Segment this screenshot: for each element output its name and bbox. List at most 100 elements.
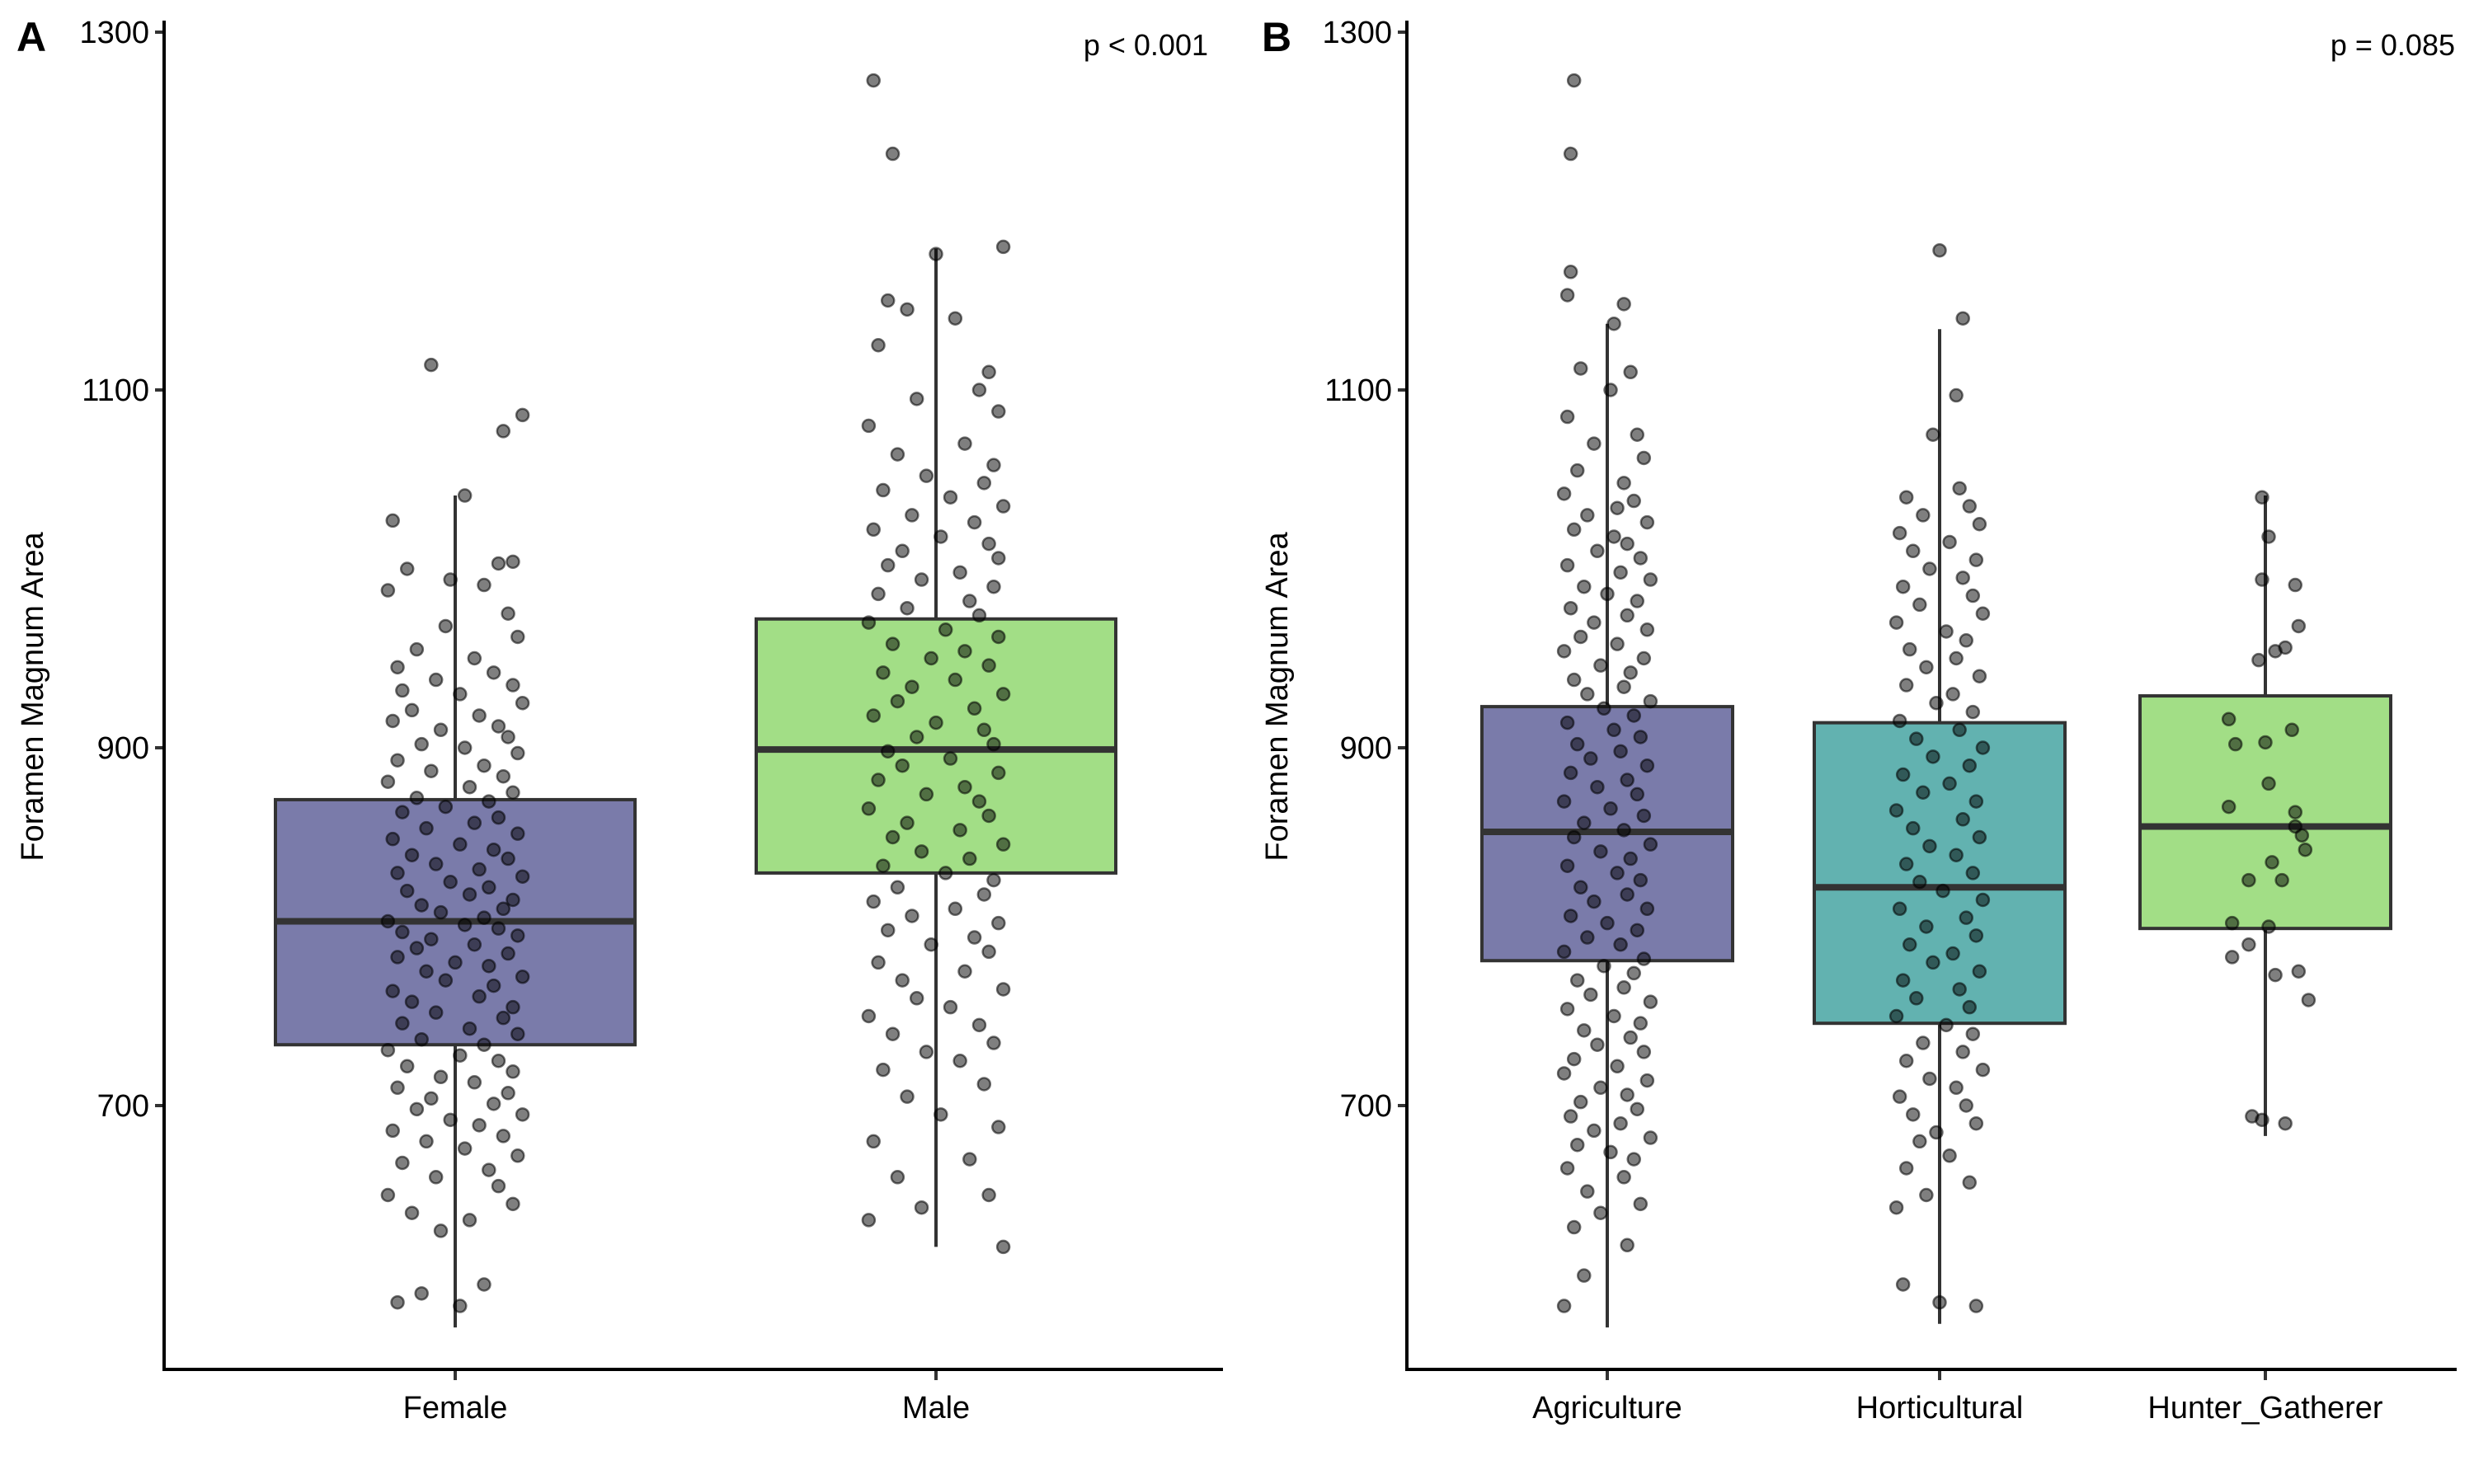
box-male bbox=[755, 248, 1117, 1247]
data-point bbox=[1959, 910, 1973, 925]
panel-a-label: A bbox=[16, 14, 46, 60]
data-point bbox=[1919, 919, 1934, 934]
data-point bbox=[501, 730, 515, 744]
data-point bbox=[1972, 829, 1987, 845]
data-point bbox=[1620, 608, 1634, 623]
data-point bbox=[404, 702, 420, 718]
data-point bbox=[1563, 265, 1578, 279]
data-point bbox=[929, 715, 943, 730]
data-point bbox=[1643, 994, 1658, 1009]
box-agriculture bbox=[1480, 323, 1734, 1328]
data-point bbox=[486, 842, 501, 857]
data-point bbox=[2255, 490, 2269, 505]
data-point bbox=[1566, 73, 1582, 88]
data-point bbox=[2251, 652, 2266, 668]
data-point bbox=[1636, 650, 1652, 666]
data-point bbox=[1610, 500, 1625, 515]
data-point bbox=[1919, 660, 1934, 675]
data-point bbox=[1633, 1196, 1649, 1212]
data-point bbox=[390, 866, 405, 881]
data-point bbox=[995, 239, 1011, 255]
data-point bbox=[1610, 1059, 1625, 1074]
data-point bbox=[491, 556, 506, 571]
data-point bbox=[900, 600, 915, 616]
data-point bbox=[1556, 486, 1572, 501]
data-point bbox=[1965, 1026, 1981, 1041]
data-point bbox=[1566, 1051, 1582, 1067]
panel-a: A p < 0.001 Foramen Magnum Area 700 900 11… bbox=[16, 14, 1223, 1425]
data-point bbox=[1955, 812, 1970, 827]
data-point bbox=[1569, 973, 1585, 988]
data-point bbox=[486, 978, 501, 993]
data-point bbox=[515, 970, 530, 984]
data-point bbox=[2278, 1115, 2293, 1131]
panel-b-label: B bbox=[1262, 14, 1291, 60]
data-point bbox=[900, 815, 915, 830]
data-point bbox=[1559, 1161, 1575, 1176]
data-point bbox=[880, 293, 896, 308]
data-point bbox=[2261, 776, 2276, 791]
data-point bbox=[1962, 758, 1978, 773]
data-point bbox=[1566, 522, 1582, 538]
data-point bbox=[1955, 311, 1970, 326]
data-point bbox=[995, 687, 1011, 702]
data-point bbox=[1577, 1023, 1592, 1038]
data-point bbox=[1577, 1268, 1592, 1283]
data-point bbox=[438, 618, 454, 634]
data-point bbox=[462, 887, 477, 902]
data-point bbox=[1968, 1115, 1984, 1131]
data-point bbox=[1600, 915, 1615, 931]
data-point bbox=[1603, 383, 1618, 397]
data-point bbox=[2258, 735, 2273, 750]
data-point bbox=[861, 801, 877, 816]
data-point bbox=[477, 577, 492, 593]
data-point bbox=[1965, 866, 1981, 881]
data-point bbox=[443, 572, 458, 587]
data-point bbox=[1587, 1123, 1602, 1139]
data-point bbox=[991, 765, 1006, 781]
data-point bbox=[491, 719, 506, 734]
data-point bbox=[385, 513, 400, 528]
data-point bbox=[1556, 944, 1572, 960]
data-point bbox=[1569, 463, 1585, 478]
data-point bbox=[1945, 687, 1960, 702]
data-point bbox=[929, 247, 943, 261]
data-point bbox=[1643, 1130, 1658, 1145]
data-point bbox=[385, 1123, 400, 1139]
data-point bbox=[496, 768, 511, 784]
data-point bbox=[390, 1294, 405, 1310]
data-point bbox=[1906, 1107, 1921, 1122]
data-point bbox=[491, 810, 506, 825]
data-point bbox=[380, 913, 396, 929]
data-point bbox=[467, 650, 482, 666]
box-hunter-gatherer bbox=[2138, 495, 2392, 1136]
data-point bbox=[986, 579, 1001, 594]
data-point bbox=[861, 418, 877, 434]
x-tick-label: Hunter_Gatherer bbox=[2147, 1391, 2382, 1425]
panel-b: B p = 0.085 Foramen Magnum Area 700 900 11… bbox=[1260, 14, 2457, 1425]
data-point bbox=[491, 1054, 506, 1068]
data-point bbox=[1630, 787, 1645, 802]
data-point bbox=[943, 751, 958, 766]
data-point bbox=[890, 880, 905, 895]
data-point bbox=[1975, 606, 1991, 621]
data-point bbox=[861, 1008, 877, 1024]
data-point bbox=[1959, 1098, 1973, 1113]
data-point bbox=[2268, 644, 2283, 659]
data-point bbox=[1962, 1175, 1978, 1190]
data-point bbox=[1593, 1205, 1608, 1220]
data-point bbox=[482, 958, 496, 974]
data-point bbox=[976, 476, 992, 491]
data-point bbox=[496, 901, 511, 917]
data-point bbox=[1909, 731, 1924, 746]
data-point bbox=[914, 1200, 929, 1215]
data-point bbox=[1620, 773, 1634, 787]
data-point bbox=[414, 1031, 429, 1047]
data-point bbox=[1912, 875, 1927, 890]
data-point bbox=[957, 964, 972, 979]
data-point bbox=[1952, 722, 1967, 738]
data-point bbox=[1949, 650, 1964, 666]
data-point bbox=[962, 594, 977, 608]
data-point bbox=[390, 660, 405, 675]
data-point bbox=[2291, 618, 2307, 634]
